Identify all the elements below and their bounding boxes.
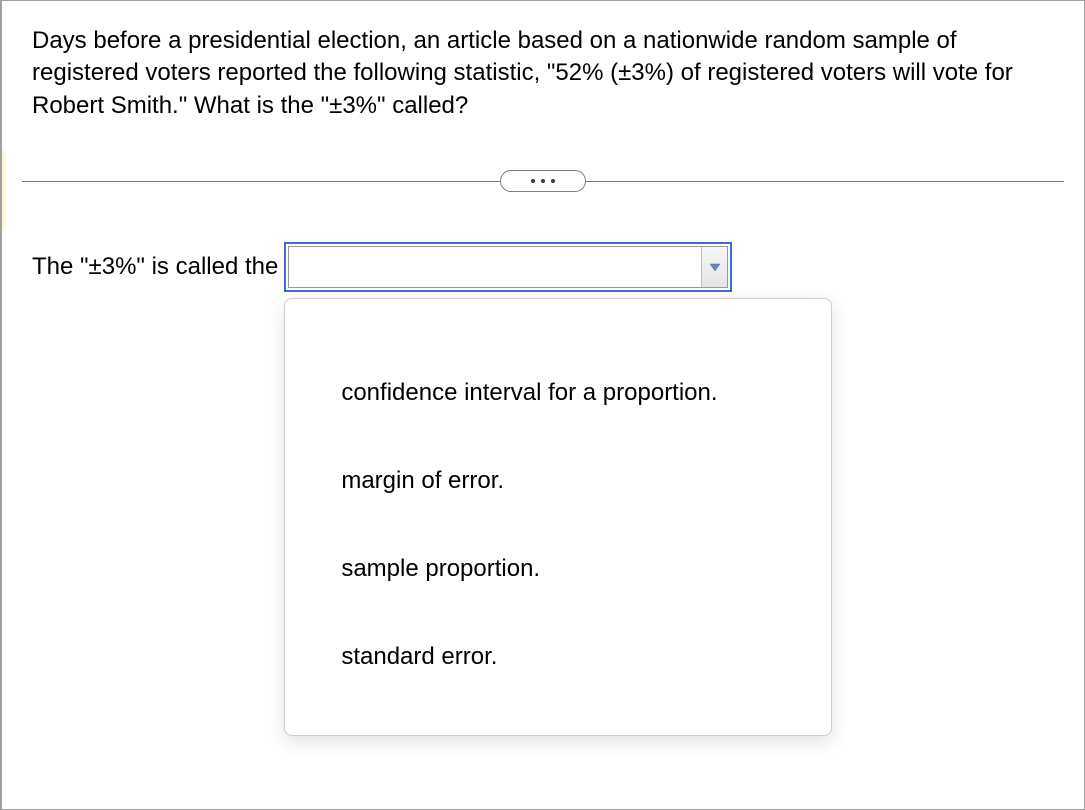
answer-row: The "±3%" is called the confidence inter…: [2, 194, 1084, 288]
answer-prompt-label: The "±3%" is called the: [32, 253, 288, 281]
option-confidence-interval[interactable]: confidence interval for a proportion.: [341, 369, 787, 417]
section-divider: [2, 170, 1084, 194]
answer-select[interactable]: [288, 246, 728, 288]
answer-select-wrap: confidence interval for a proportion. ma…: [288, 246, 728, 288]
ellipsis-dot-icon: [531, 179, 535, 183]
ellipsis-dot-icon: [541, 179, 545, 183]
ellipsis-dot-icon: [551, 179, 555, 183]
option-margin-of-error[interactable]: margin of error.: [341, 457, 787, 505]
option-standard-error[interactable]: standard error.: [341, 633, 787, 681]
dropdown-arrow-button[interactable]: [701, 247, 727, 287]
divider-expand-button[interactable]: [500, 170, 586, 192]
chevron-down-icon: [709, 262, 721, 272]
option-sample-proportion[interactable]: sample proportion.: [341, 545, 787, 593]
answer-select-value: [289, 256, 701, 278]
options-dropdown: confidence interval for a proportion. ma…: [284, 298, 832, 736]
question-text: Days before a presidential election, an …: [2, 1, 1084, 122]
question-panel: Days before a presidential election, an …: [0, 0, 1085, 810]
